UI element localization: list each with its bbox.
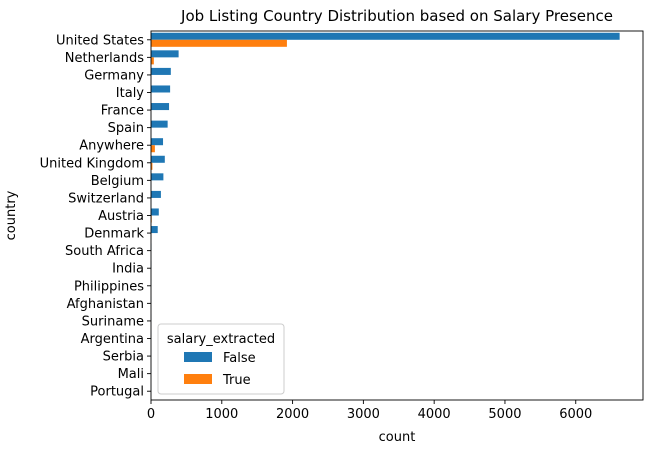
bar-false-switzerland xyxy=(151,190,161,198)
y-ticks: United States Netherlands Germany Italy Fran… xyxy=(40,33,151,400)
y-tick-label: Belgium xyxy=(91,174,144,189)
y-tick-label: Argentina xyxy=(81,332,144,347)
y-tick-label: Denmark xyxy=(84,227,144,242)
bar-true-united-states xyxy=(151,39,287,47)
y-tick-label: Anywhere xyxy=(79,139,144,154)
bar-false-spain xyxy=(151,120,168,128)
bar-false-denmark xyxy=(151,226,158,234)
y-tick-label: Spain xyxy=(108,121,144,136)
bar-false-united-states xyxy=(151,32,620,40)
y-tick-label: South Africa xyxy=(65,244,144,259)
bar-false-belgium xyxy=(151,173,164,181)
chart-title: Job Listing Country Distribution based o… xyxy=(180,7,613,25)
y-tick-label: Switzerland xyxy=(68,191,144,206)
bar-true-netherlands xyxy=(151,57,154,65)
x-tick-label: 0 xyxy=(147,407,155,422)
y-tick-label: Mali xyxy=(118,367,144,382)
bar-false-austria xyxy=(151,208,159,216)
x-tick-label: 3000 xyxy=(347,407,380,422)
bar-true-anywhere xyxy=(151,145,155,153)
x-tick-label: 2000 xyxy=(276,407,309,422)
x-tick-label: 5000 xyxy=(488,407,521,422)
legend-items: False True xyxy=(184,351,256,388)
y-tick-label: Portugal xyxy=(90,385,144,400)
y-tick-label: United States xyxy=(56,33,144,48)
bar-false-france xyxy=(151,103,170,111)
bar-false-italy xyxy=(151,85,171,93)
y-tick-label: Netherlands xyxy=(65,51,144,66)
y-tick-label: Afghanistan xyxy=(67,297,144,312)
bar-false-anywhere xyxy=(151,138,164,146)
x-axis-label: count xyxy=(379,430,416,445)
y-tick-label: Germany xyxy=(84,68,144,83)
bar-false-united-kingdom xyxy=(151,155,165,163)
y-tick-label: United Kingdom xyxy=(40,156,144,171)
y-tick-label: Serbia xyxy=(103,350,144,365)
y-tick-label: Italy xyxy=(116,86,145,101)
bar-false-netherlands xyxy=(151,50,179,58)
y-tick-label: Suriname xyxy=(82,314,144,329)
x-tick-label: 1000 xyxy=(205,407,238,422)
legend-title: salary_extracted xyxy=(167,332,275,347)
y-tick-label: France xyxy=(101,104,144,119)
bars-group xyxy=(151,32,620,392)
legend: salary_extracted False True xyxy=(157,323,285,395)
bar-true-united-kingdom xyxy=(151,162,153,170)
y-tick-label: Philippines xyxy=(74,279,144,294)
legend-swatch-false xyxy=(184,352,212,362)
x-tick-label: 6000 xyxy=(559,407,592,422)
legend-label-true: True xyxy=(222,373,251,388)
x-ticks: 0 1000 2000 3000 4000 5000 6000 xyxy=(147,400,592,422)
bar-false-germany xyxy=(151,67,171,75)
y-tick-label: India xyxy=(112,262,144,277)
legend-label-false: False xyxy=(223,351,256,366)
y-axis-label: country xyxy=(4,190,19,240)
y-tick-label: Austria xyxy=(98,209,144,224)
x-tick-label: 4000 xyxy=(418,407,451,422)
legend-swatch-true xyxy=(184,374,212,384)
